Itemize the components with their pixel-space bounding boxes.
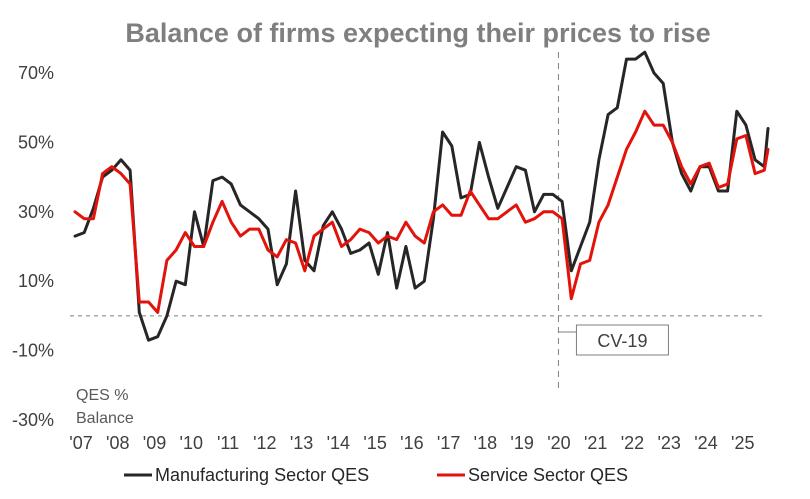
series-line-manufacturing (73, 50, 770, 342)
x-tick-label: '11 (217, 433, 239, 453)
x-tick-label: '23 (657, 433, 680, 453)
y-note-line-2: Balance (76, 410, 134, 427)
x-tick-label: '18 (474, 433, 497, 453)
cv19-label-box (575, 324, 669, 356)
x-tick-label: '19 (510, 433, 533, 453)
y-tick-label: -30% (12, 410, 54, 430)
x-axis-ticks: '07 '08 '09 '10 '11 '12 '13 '14 '15 '16 '17 '18 '19 '… (69, 433, 754, 453)
legend-label-services: Service Sector QES (468, 465, 628, 485)
series-line-services (73, 109, 770, 314)
x-tick-label: '07 (69, 433, 92, 453)
legend-label-manufacturing: Manufacturing Sector QES (155, 465, 369, 485)
x-tick-label: '24 (694, 433, 717, 453)
x-tick-label: '20 (547, 433, 570, 453)
y-tick-label: 10% (18, 271, 54, 291)
x-tick-label: '21 (584, 433, 607, 453)
legend: Manufacturing Sector QES Service Sector … (124, 465, 628, 485)
x-tick-label: '16 (400, 433, 423, 453)
x-tick-label: '12 (253, 433, 276, 453)
series-lines (73, 50, 770, 342)
cv19-annotation: CV-19 (558, 324, 669, 356)
x-tick-label: '10 (180, 433, 203, 453)
x-tick-label: '15 (363, 433, 386, 453)
x-tick-label: '22 (621, 433, 644, 453)
x-tick-label: '14 (327, 433, 350, 453)
y-axis-note: QES % Balance (76, 387, 134, 427)
y-tick-label: -10% (12, 341, 54, 361)
y-tick-label: 30% (18, 202, 54, 222)
y-tick-label: 70% (18, 63, 54, 83)
x-tick-label: '13 (290, 433, 313, 453)
chart-title: Balance of firms expecting their prices … (125, 18, 710, 48)
x-tick-label: '25 (731, 433, 754, 453)
x-tick-label: '09 (143, 433, 166, 453)
y-axis-ticks: 70% 50% 30% 10% -10% -30% (12, 63, 54, 430)
y-tick-label: 50% (18, 132, 54, 152)
y-note-line-1: QES % (76, 387, 128, 404)
x-tick-label: '08 (106, 433, 129, 453)
x-tick-label: '17 (437, 433, 460, 453)
cv19-label: CV-19 (597, 331, 647, 351)
